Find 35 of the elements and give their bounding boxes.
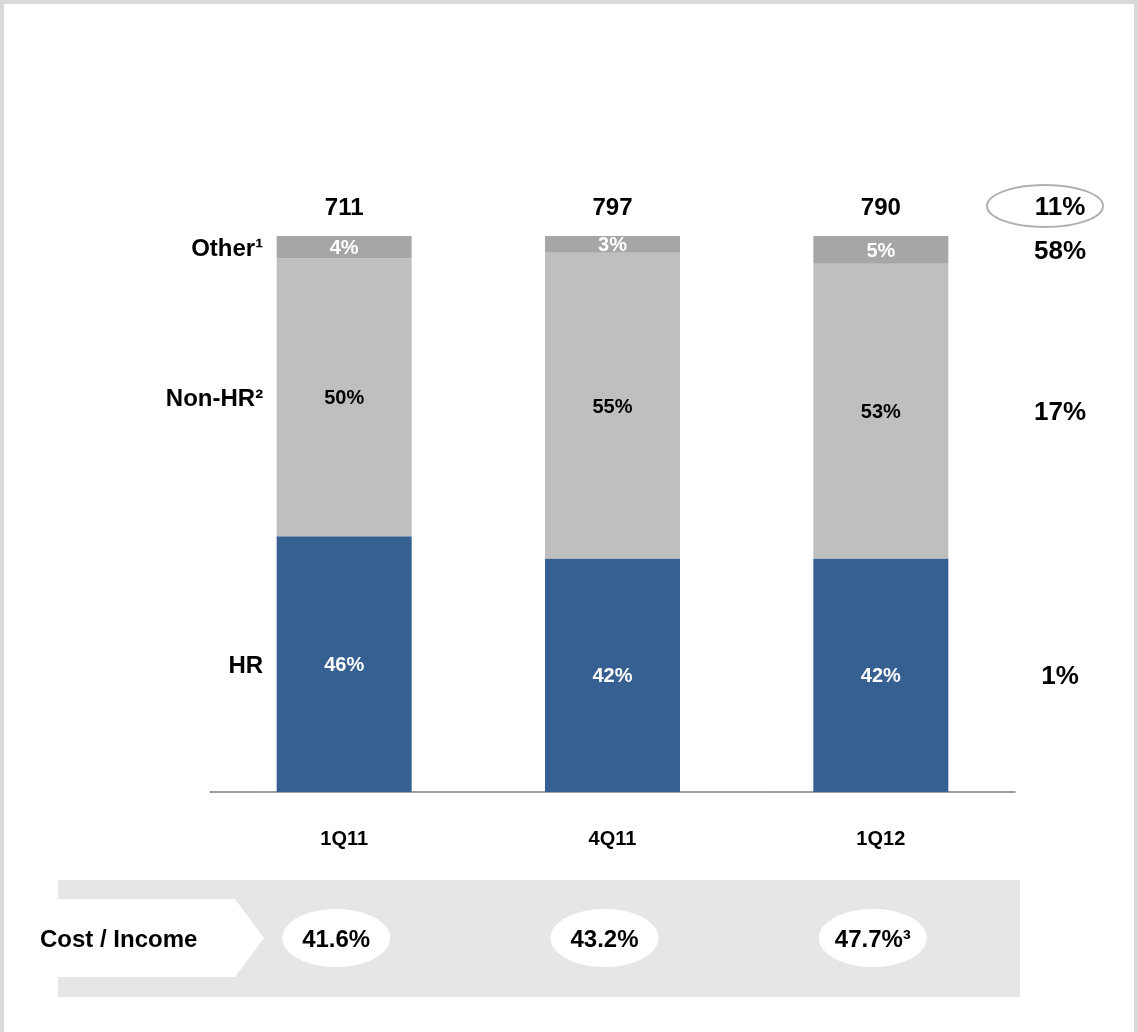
- x-tick-label: 1Q11: [320, 827, 369, 849]
- data-label: 42%: [592, 664, 633, 687]
- bar: [276, 536, 412, 792]
- data-label: 46%: [324, 653, 365, 676]
- bar: [813, 263, 949, 559]
- text: 43.2%: [570, 924, 639, 952]
- text: Cost / Income: [40, 924, 198, 952]
- text: 797: [592, 192, 633, 220]
- text: 17%: [1033, 396, 1087, 427]
- text: 1%: [1041, 660, 1079, 691]
- bar: [545, 236, 680, 253]
- data-label: 53%: [860, 400, 902, 423]
- text: 58%: [1033, 234, 1087, 265]
- bar: [813, 558, 949, 792]
- x-tick-label: 4Q11: [588, 827, 637, 849]
- x-tick-label: 1Q12: [856, 827, 906, 849]
- text: 711: [324, 192, 364, 220]
- text: 790: [860, 192, 901, 220]
- text: 47.7%³: [834, 924, 911, 952]
- series-label: HR: [228, 650, 264, 678]
- text: 11%: [1034, 191, 1086, 221]
- bar: [545, 252, 680, 559]
- data-label: 5%: [866, 238, 896, 261]
- data-label: 4%: [329, 236, 359, 259]
- data-label: 3%: [598, 233, 628, 256]
- bar: [545, 558, 680, 792]
- data-label: 55%: [592, 394, 633, 417]
- series-label: Non-HR²: [165, 383, 264, 411]
- series-label: Other¹: [191, 233, 264, 261]
- bar: [813, 236, 949, 264]
- data-label: 50%: [324, 386, 365, 409]
- bar: [276, 236, 412, 259]
- bar: [276, 258, 412, 537]
- data-label: 42%: [860, 664, 902, 687]
- text: 41.6%: [302, 924, 371, 952]
